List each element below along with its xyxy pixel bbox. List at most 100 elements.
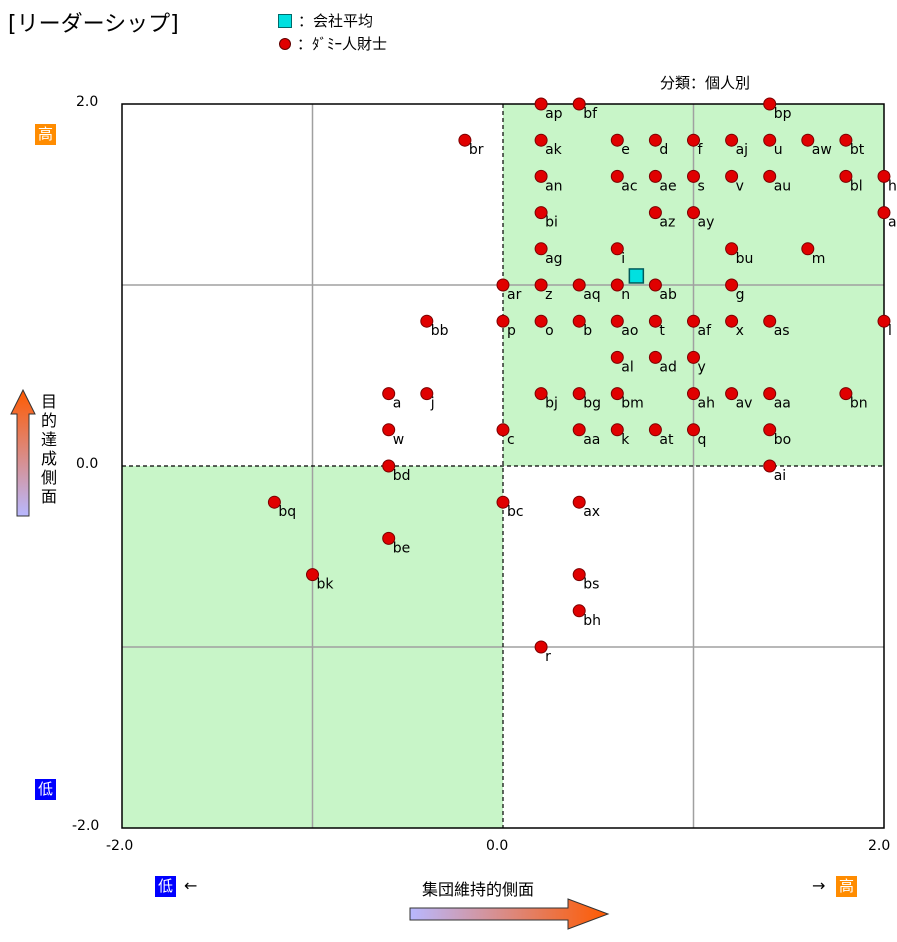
data-point <box>610 387 624 401</box>
data-point-label: x <box>736 323 744 339</box>
data-point-label: bg <box>583 396 601 412</box>
data-point <box>725 314 739 328</box>
data-point <box>610 169 624 183</box>
data-point-label: bj <box>545 396 558 412</box>
data-point-label: aj <box>736 142 748 158</box>
data-point <box>572 604 586 618</box>
data-point <box>648 169 662 183</box>
legend-item-company-average: ：会社平均 <box>278 10 373 31</box>
data-point-label: bb <box>431 323 449 339</box>
data-point-label: ar <box>507 287 522 303</box>
data-point <box>763 459 777 473</box>
data-point-label: br <box>469 142 484 158</box>
data-point <box>534 278 548 292</box>
data-point <box>382 531 396 545</box>
data-point-label: ab <box>659 287 677 303</box>
data-point-label: ay <box>698 215 715 231</box>
data-point-label: as <box>774 323 790 339</box>
data-point <box>687 169 700 183</box>
data-point-label: p <box>507 323 516 339</box>
data-point <box>534 640 548 654</box>
data-point <box>610 350 624 364</box>
data-point <box>306 568 319 582</box>
data-point <box>839 133 853 147</box>
data-point <box>801 133 815 147</box>
data-point-label: af <box>698 323 713 339</box>
data-point <box>496 495 510 509</box>
data-point <box>763 169 777 183</box>
y-axis-arrow-icon <box>10 388 36 517</box>
legend-item-person: ：ﾀﾞﾐｰ人財士 <box>279 33 387 54</box>
y-axis-label: 目的達成側面 <box>40 392 57 506</box>
data-point <box>572 314 586 328</box>
data-point-label: r <box>545 649 551 665</box>
data-point <box>763 133 777 147</box>
data-point <box>648 206 662 220</box>
data-point <box>648 314 662 328</box>
data-point <box>687 423 700 437</box>
data-point-label: y <box>698 359 706 375</box>
data-point <box>725 242 739 256</box>
x-high-badge: 高 <box>836 876 857 897</box>
data-point <box>534 387 548 401</box>
data-point-label: bp <box>774 106 792 122</box>
data-point <box>648 133 662 147</box>
data-point <box>725 169 739 183</box>
circle-marker-icon <box>279 37 291 50</box>
data-point <box>839 387 853 401</box>
data-point <box>610 314 624 328</box>
data-point <box>496 314 510 328</box>
data-point-label: ao <box>621 323 638 339</box>
data-point-label: m <box>812 251 826 267</box>
data-point-label: aw <box>812 142 832 158</box>
data-point-label: aa <box>774 396 791 412</box>
data-point-label: bi <box>545 215 558 231</box>
data-point <box>877 169 891 183</box>
data-point-label: l <box>888 323 892 339</box>
x-axis-label: 集団維持的側面 <box>422 880 535 899</box>
data-point <box>610 242 624 256</box>
data-point-label: e <box>621 142 630 158</box>
data-point <box>763 387 777 401</box>
data-point-label: n <box>621 287 630 303</box>
data-point-label: an <box>545 178 562 194</box>
data-point <box>382 459 396 473</box>
data-point <box>458 133 472 147</box>
data-point <box>572 423 586 437</box>
data-point-label: ax <box>583 504 600 520</box>
data-point <box>572 97 586 111</box>
data-point-label: bs <box>583 577 599 593</box>
data-point-label: ag <box>545 251 562 267</box>
data-point <box>420 314 434 328</box>
data-point <box>801 242 815 256</box>
data-point-label: c <box>507 432 515 448</box>
data-point-label: bt <box>850 142 865 158</box>
x-axis-arrow-icon <box>409 898 610 930</box>
data-point <box>534 133 548 147</box>
plot-frame <box>121 103 885 829</box>
data-point <box>877 206 891 220</box>
data-point <box>382 423 396 437</box>
data-point-label: bo <box>774 432 791 448</box>
data-point-label: w <box>393 432 404 448</box>
data-point <box>610 423 624 437</box>
x-right-arrow: → <box>812 876 826 895</box>
data-point-label: bf <box>583 106 598 122</box>
data-point <box>534 314 548 328</box>
data-point-label: t <box>659 323 665 339</box>
y-tick-middle: 0.0 <box>76 456 99 472</box>
data-point-label: al <box>621 359 633 375</box>
data-point-label: a <box>393 396 402 412</box>
y-low-badge: 低 <box>35 779 56 800</box>
data-point-label: ai <box>774 468 786 484</box>
data-point <box>496 423 510 437</box>
data-point <box>648 350 662 364</box>
x-tick-right: 2.0 <box>868 838 891 854</box>
data-point-label: bh <box>583 613 601 629</box>
data-point <box>572 278 586 292</box>
data-point-label: i <box>621 251 625 267</box>
y-tick-top: 2.0 <box>76 94 99 110</box>
data-point-label: o <box>545 323 554 339</box>
